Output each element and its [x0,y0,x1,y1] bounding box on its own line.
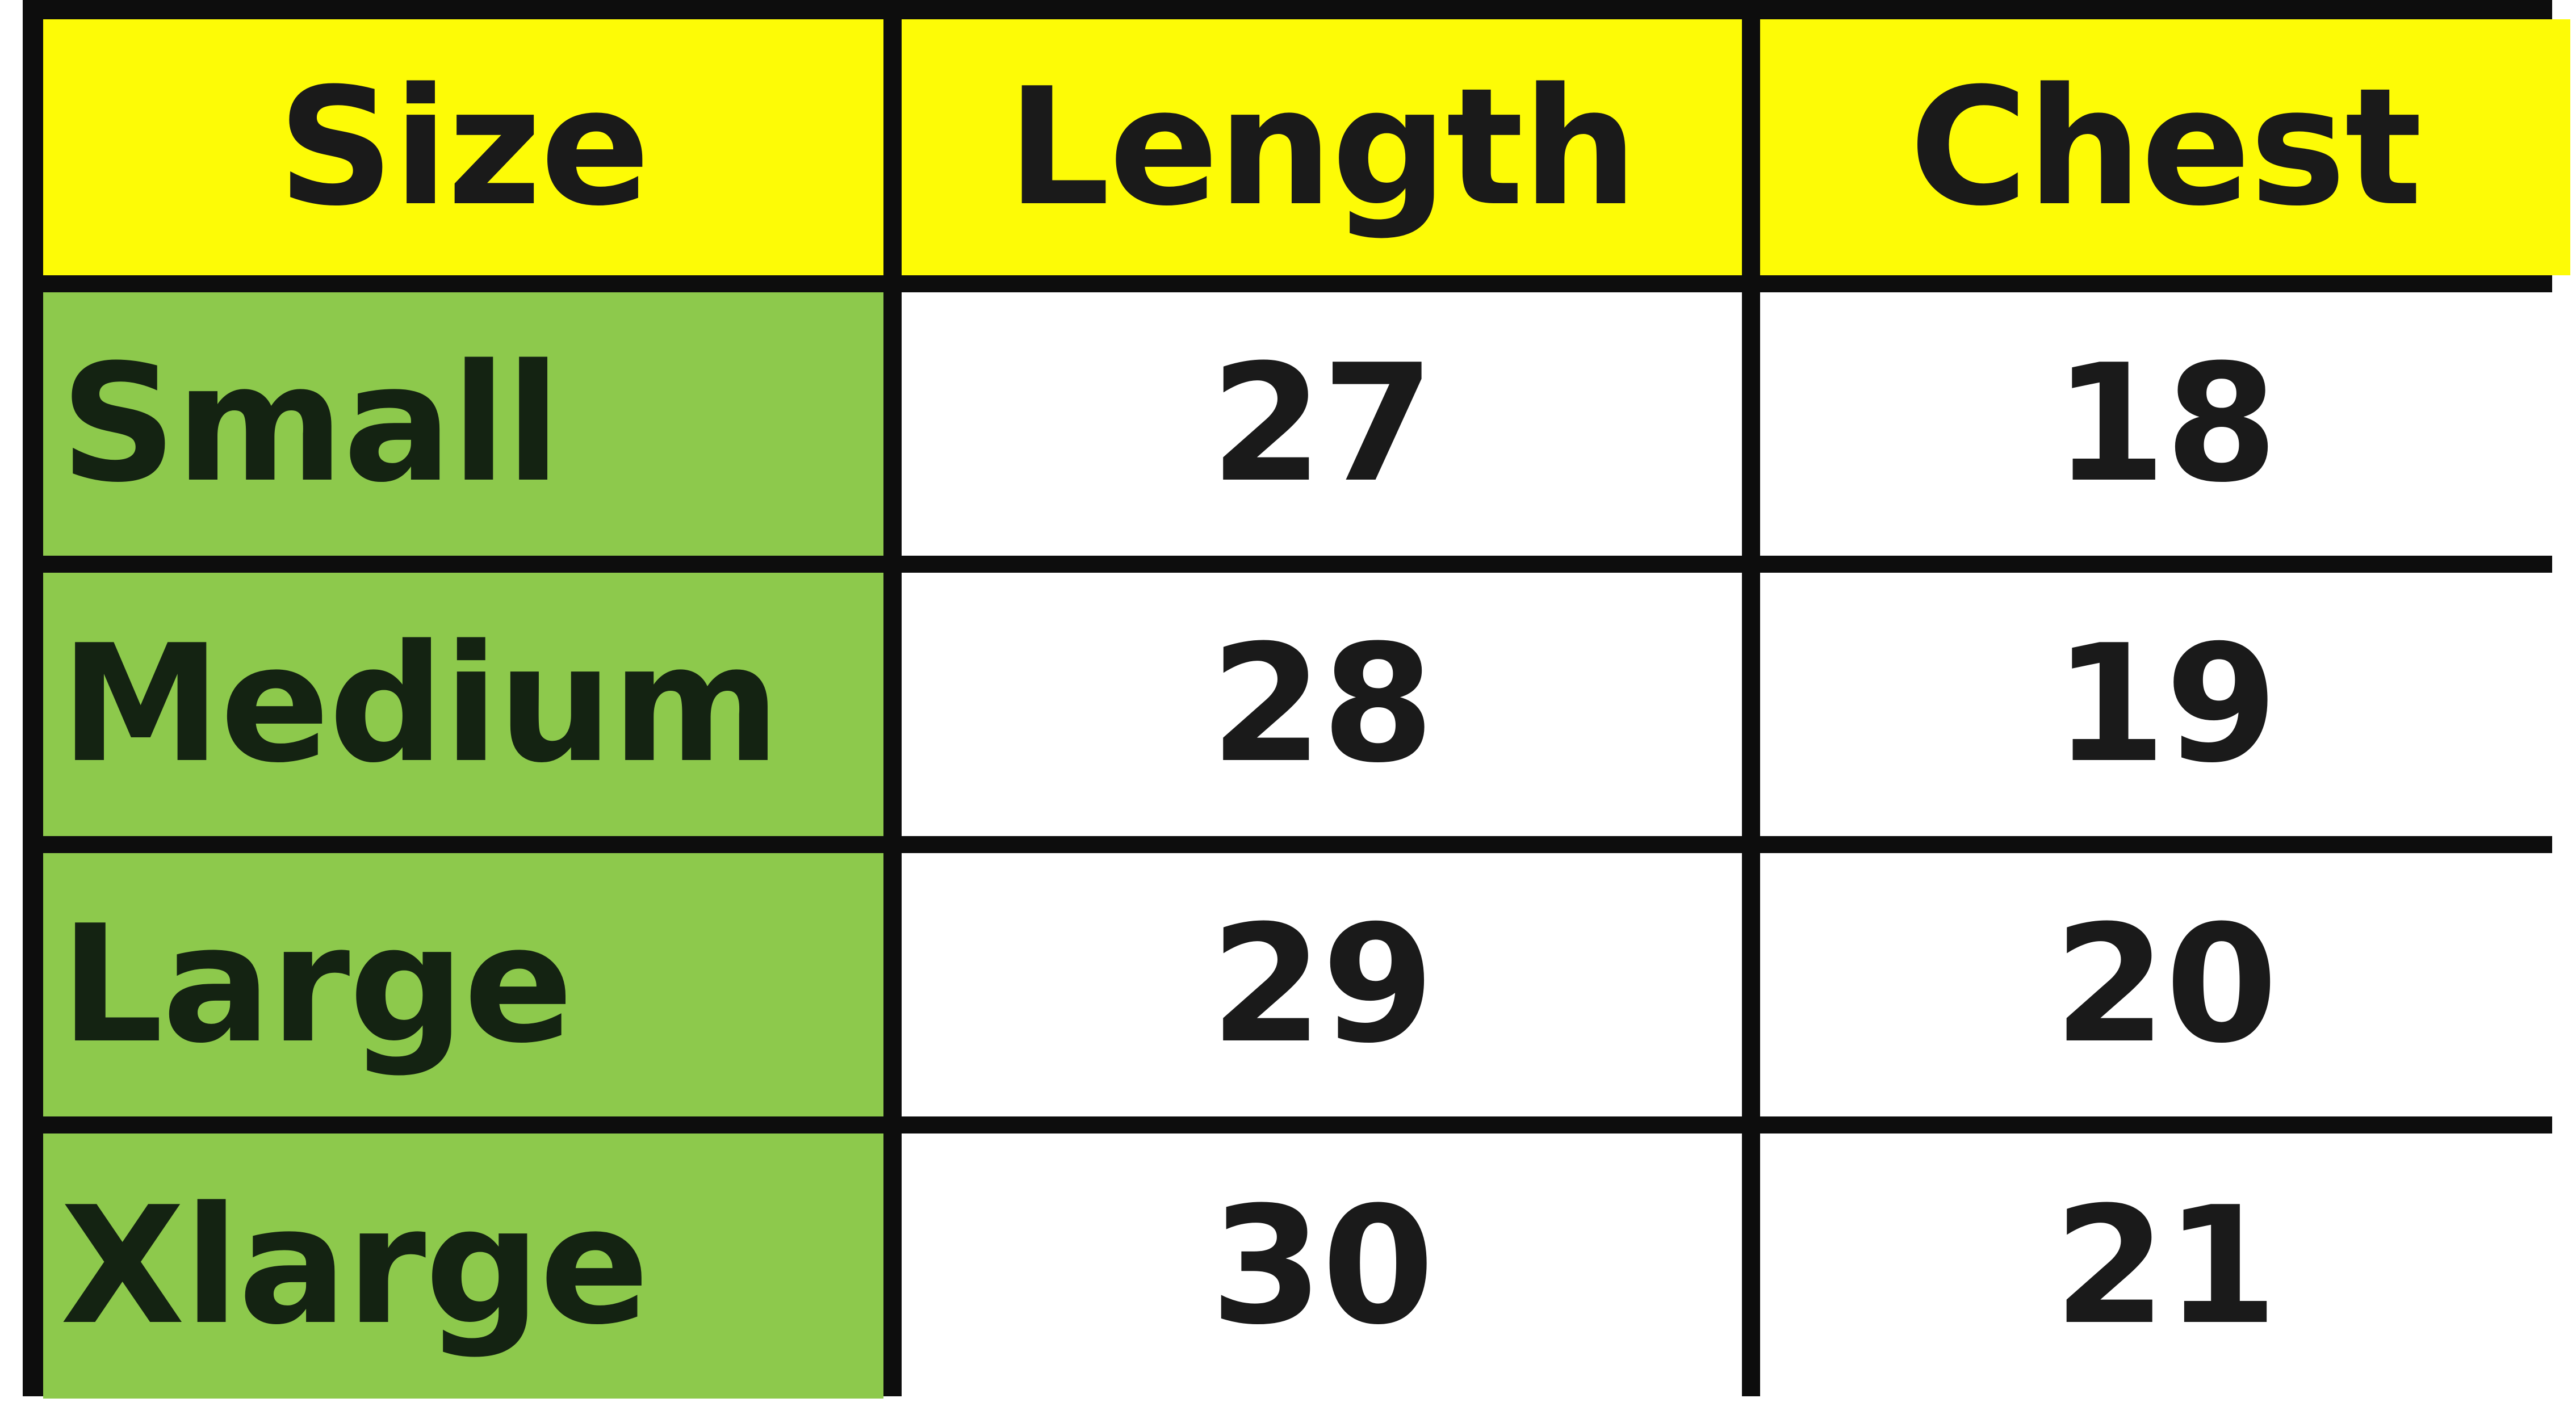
row-size-label: Medium [43,573,883,836]
row-length-value: 28 [902,573,1742,836]
row-chest-value: 19 [1760,573,2570,836]
row-chest-value: 21 [1760,1133,2570,1399]
header-size: Size [43,19,883,275]
header-chest: Chest [1760,19,2570,275]
row-size-label: Small [43,292,883,556]
row-length-value: 30 [902,1133,1742,1399]
row-length-value: 29 [902,853,1742,1116]
row-chest-value: 18 [1760,292,2570,556]
header-length: Length [902,19,1742,275]
size-chart-table: Size Length Chest Small 27 18 Medium 28 … [23,0,2570,1399]
row-length-value: 27 [902,292,1742,556]
row-chest-value: 20 [1760,853,2570,1116]
row-size-label: Xlarge [43,1133,883,1399]
row-size-label: Large [43,853,883,1116]
